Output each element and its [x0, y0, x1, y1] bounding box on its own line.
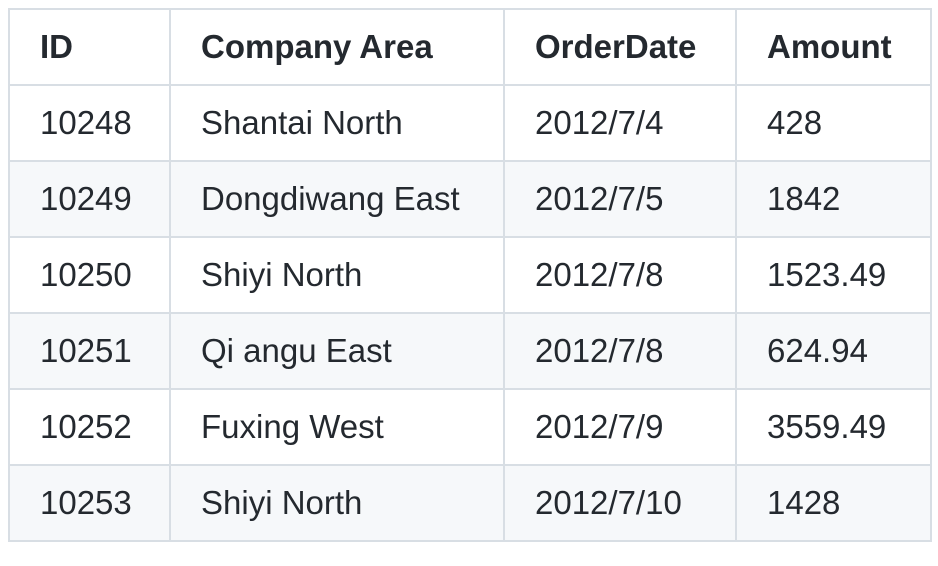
cell-order-date: 2012/7/5 — [503, 160, 737, 238]
header-company-area: Company Area — [169, 8, 505, 86]
header-id: ID — [8, 8, 171, 86]
orders-table: ID Company Area OrderDate Amount 10248 S… — [8, 8, 932, 542]
table-row: 10250 Shiyi North 2012/7/8 1523.49 — [8, 236, 932, 314]
cell-amount: 3559.49 — [735, 388, 932, 466]
table-row: 10248 Shantai North 2012/7/4 428 — [8, 84, 932, 162]
cell-company-area: Fuxing West — [169, 388, 505, 466]
cell-id: 10251 — [8, 312, 171, 390]
cell-id: 10252 — [8, 388, 171, 466]
cell-id: 10250 — [8, 236, 171, 314]
cell-order-date: 2012/7/4 — [503, 84, 737, 162]
table-row: 10252 Fuxing West 2012/7/9 3559.49 — [8, 388, 932, 466]
cell-company-area: Shiyi North — [169, 464, 505, 542]
table-header: ID Company Area OrderDate Amount — [8, 8, 932, 86]
table-row: 10249 Dongdiwang East 2012/7/5 1842 — [8, 160, 932, 238]
cell-amount: 428 — [735, 84, 932, 162]
table-row: 10251 Qi angu East 2012/7/8 624.94 — [8, 312, 932, 390]
header-order-date: OrderDate — [503, 8, 737, 86]
header-amount: Amount — [735, 8, 932, 86]
cell-id: 10248 — [8, 84, 171, 162]
table-body: 10248 Shantai North 2012/7/4 428 10249 D… — [8, 84, 932, 542]
cell-order-date: 2012/7/9 — [503, 388, 737, 466]
cell-amount: 624.94 — [735, 312, 932, 390]
cell-company-area: Shiyi North — [169, 236, 505, 314]
cell-amount: 1523.49 — [735, 236, 932, 314]
cell-id: 10253 — [8, 464, 171, 542]
cell-company-area: Dongdiwang East — [169, 160, 505, 238]
cell-amount: 1842 — [735, 160, 932, 238]
table-row: 10253 Shiyi North 2012/7/10 1428 — [8, 464, 932, 542]
cell-company-area: Shantai North — [169, 84, 505, 162]
cell-company-area: Qi angu East — [169, 312, 505, 390]
cell-order-date: 2012/7/10 — [503, 464, 737, 542]
header-row: ID Company Area OrderDate Amount — [8, 8, 932, 86]
cell-id: 10249 — [8, 160, 171, 238]
cell-amount: 1428 — [735, 464, 932, 542]
cell-order-date: 2012/7/8 — [503, 236, 737, 314]
cell-order-date: 2012/7/8 — [503, 312, 737, 390]
